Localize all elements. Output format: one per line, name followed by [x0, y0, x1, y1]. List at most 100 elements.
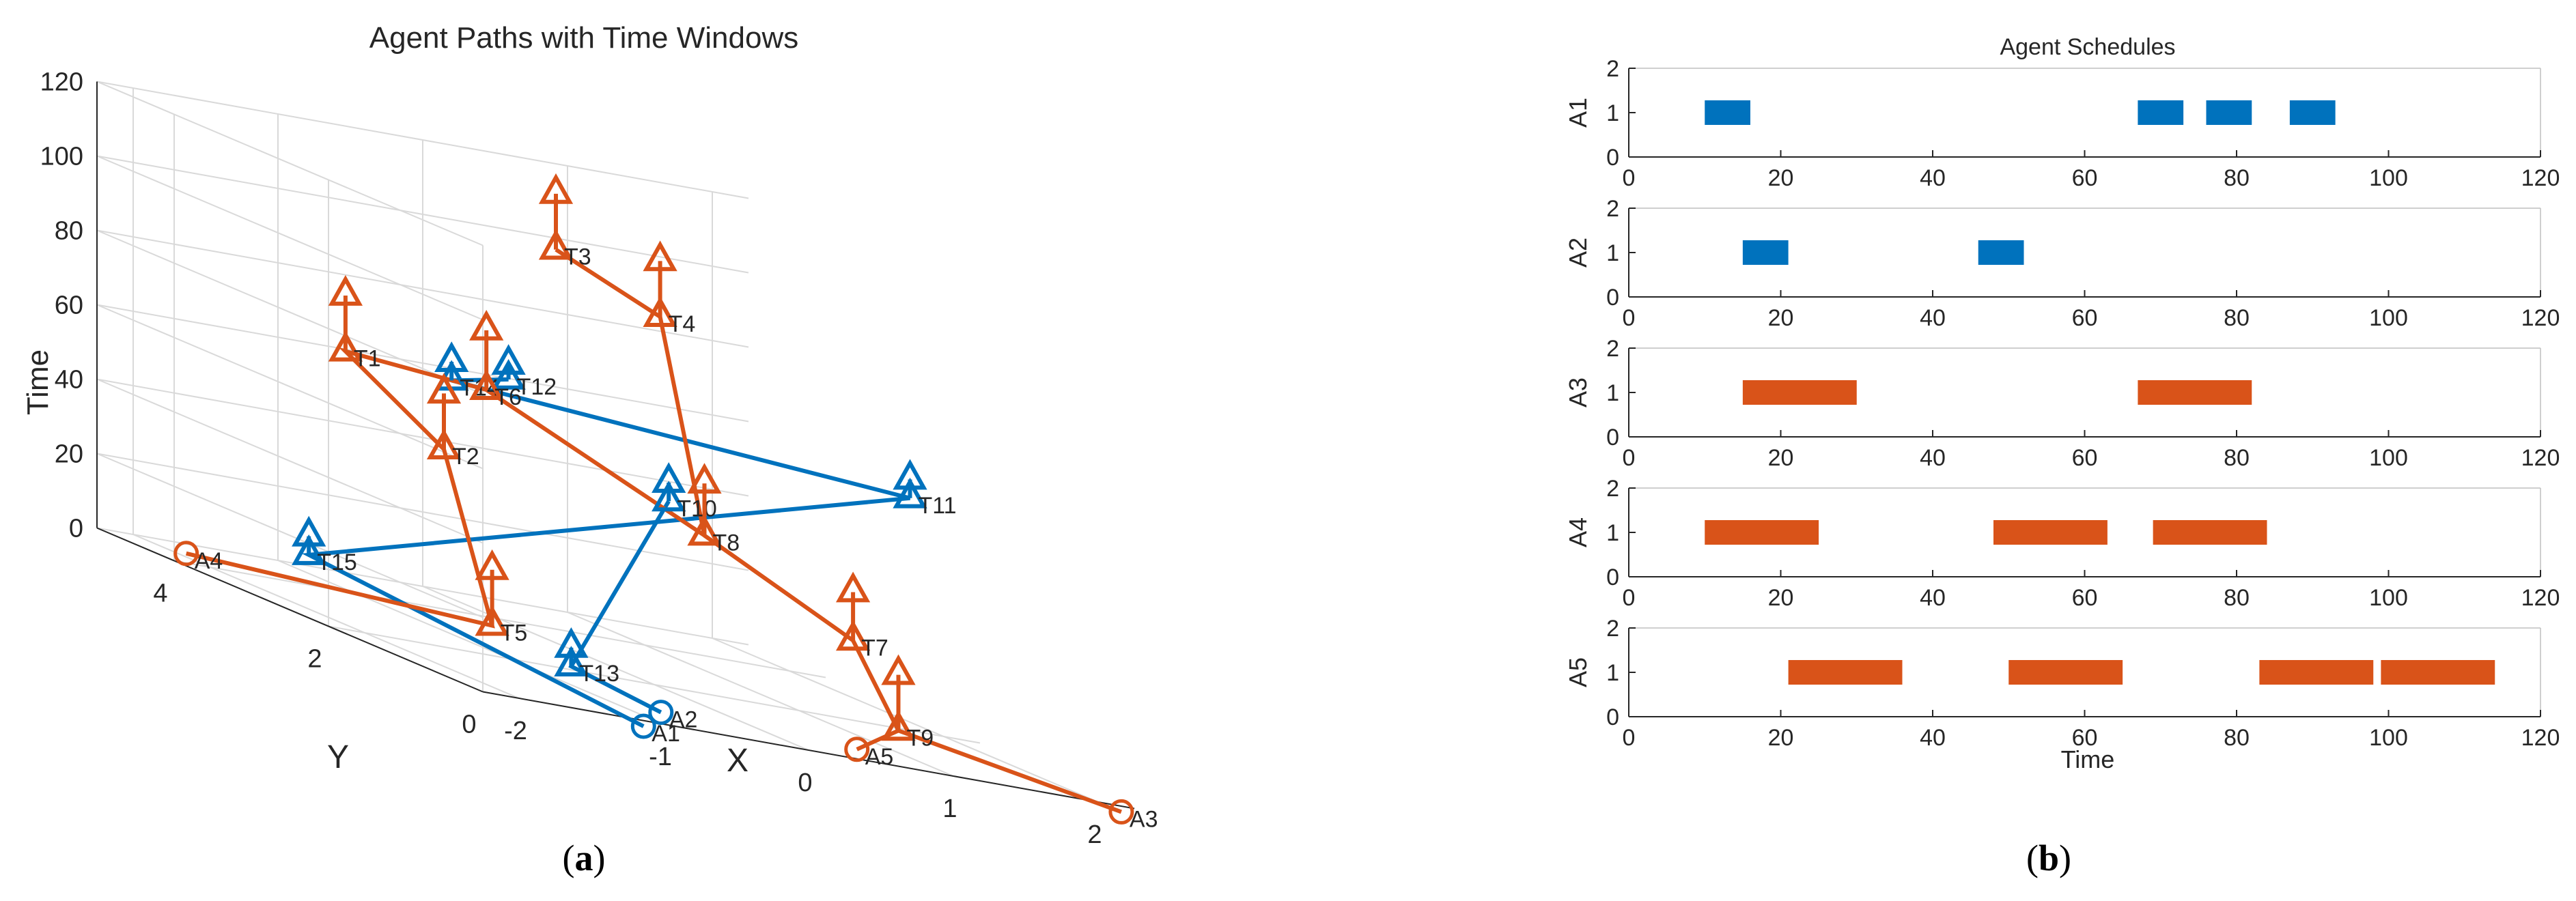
- task-marker: [554, 627, 589, 658]
- schedule-bar: [2153, 520, 2267, 545]
- point-label: T9: [907, 725, 934, 751]
- tick-label-x: 80: [2224, 725, 2250, 751]
- task-marker: [554, 646, 589, 677]
- tick-label-y: 0: [1606, 145, 1619, 171]
- agent-start-marker: [1108, 799, 1134, 825]
- point-label: A3: [1130, 806, 1158, 832]
- tick-label-x: 120: [2521, 725, 2560, 751]
- axis-x: [482, 691, 1135, 810]
- tick-label-x: 0: [798, 769, 812, 797]
- axis-label-x: X: [727, 743, 748, 779]
- tick-label-x: 80: [2224, 445, 2250, 471]
- tick-label-x: 80: [2224, 305, 2250, 331]
- row-label: A3: [1564, 377, 1592, 407]
- task-marker: [426, 373, 462, 404]
- task-marker: [835, 620, 871, 651]
- schedule-bar: [2259, 660, 2374, 685]
- chart-title-schedules: Agent Schedules: [2000, 34, 2175, 60]
- gridline-time: [96, 229, 484, 395]
- task-marker: [328, 330, 363, 362]
- task-marker: [687, 515, 722, 546]
- tick-label-x: 20: [1768, 725, 1794, 751]
- tick-label-x: 80: [2224, 165, 2250, 191]
- schedule-bar: [1742, 240, 1789, 265]
- tick-label-time: 100: [40, 143, 83, 171]
- schedule-bar: [1978, 240, 2024, 265]
- schedule-bar: [1993, 520, 2108, 545]
- task-marker: [652, 462, 686, 493]
- point-label: T13: [579, 661, 619, 687]
- tick-label-x: 40: [1920, 165, 1946, 191]
- tick-label-x: 100: [2369, 725, 2408, 751]
- tick-label-x: 100: [2369, 305, 2408, 331]
- task-marker: [835, 571, 871, 603]
- tick-label-x: 2: [1087, 820, 1102, 849]
- point-label: T4: [669, 311, 696, 337]
- task-marker: [881, 710, 916, 741]
- task-marker: [292, 534, 326, 565]
- point-label: T7: [861, 635, 888, 661]
- tick-label-x: 120: [2521, 585, 2560, 611]
- tick-label-x: 40: [1920, 445, 1946, 471]
- task-marker: [643, 240, 677, 272]
- tick-label-x: 60: [2072, 165, 2098, 191]
- point-label: A4: [195, 548, 223, 574]
- tick-label-y: 0: [1606, 425, 1619, 450]
- tick-label-x: 80: [2224, 585, 2250, 611]
- tick-label-x: 100: [2369, 585, 2408, 611]
- tick-label-x: 60: [2072, 305, 2098, 331]
- agent-start-marker: [630, 713, 656, 739]
- task-marker: [687, 463, 722, 494]
- task-marker: [491, 344, 526, 375]
- axis-y: [96, 527, 484, 693]
- point-label: T3: [564, 244, 591, 270]
- point-label: T15: [317, 549, 357, 575]
- tick-label-time: 20: [55, 440, 83, 469]
- tick-label-x: 0: [1623, 165, 1636, 191]
- tick-label-y: 1: [1606, 100, 1619, 126]
- schedule-bar: [1788, 660, 1903, 685]
- schedule-bar: [1742, 380, 1857, 405]
- point-label: T2: [452, 444, 479, 470]
- gridline-time: [96, 304, 484, 470]
- tick-label-x: 100: [2369, 445, 2408, 471]
- task-marker: [292, 515, 326, 547]
- tick-label-y: 4: [153, 580, 167, 608]
- tick-label-time: 60: [55, 291, 83, 320]
- tick-label-x: 20: [1768, 585, 1794, 611]
- schedule-bar: [2138, 100, 2184, 125]
- schedule-bar: [1705, 100, 1750, 125]
- gridline-time: [96, 81, 484, 246]
- tick-label-time: 80: [55, 217, 83, 246]
- tick-label-x: 0: [1623, 305, 1636, 331]
- tick-label-x: 1: [942, 795, 957, 823]
- tick-label-x: 40: [1920, 305, 1946, 331]
- task-marker: [491, 358, 526, 390]
- tick-label-y: 0: [1606, 564, 1619, 590]
- tick-label-x: 60: [2072, 585, 2098, 611]
- task-marker: [475, 605, 509, 636]
- tick-label-x: 100: [2369, 165, 2408, 191]
- chart-title-paths: Agent Paths with Time Windows: [369, 21, 798, 55]
- tick-label-y: 0: [462, 711, 476, 739]
- tick-label-x: -2: [504, 717, 527, 745]
- point-label: T6: [494, 384, 522, 410]
- task-marker: [893, 459, 927, 490]
- tick-label-x: 60: [2072, 725, 2098, 751]
- tick-label-x: 20: [1768, 165, 1794, 191]
- tick-label-y: 0: [1606, 704, 1619, 730]
- task-marker: [469, 369, 504, 400]
- row-label: A2: [1564, 238, 1592, 268]
- row-label: A1: [1564, 98, 1592, 128]
- task-marker: [328, 275, 363, 306]
- task-marker: [881, 654, 916, 685]
- tick-label-y: 2: [307, 645, 322, 674]
- point-label: T10: [677, 496, 717, 521]
- row-label: A5: [1564, 657, 1592, 687]
- gridline-x: [277, 560, 664, 725]
- tick-label-y: 1: [1606, 240, 1619, 266]
